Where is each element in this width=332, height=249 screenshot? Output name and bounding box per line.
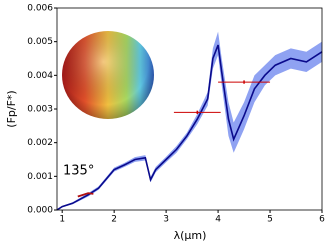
- plot-frame: [56, 7, 323, 211]
- angle-annotation: 135°: [63, 164, 94, 179]
- y-tick-label: 0.003: [27, 105, 53, 115]
- x-tick-label: 4: [215, 215, 221, 225]
- y-axis-label: (Fp/F*): [5, 90, 18, 127]
- y-tick-label: 0.006: [27, 4, 53, 14]
- y-tick-label: 0.000: [27, 206, 53, 216]
- highlight-line: [77, 192, 94, 198]
- planet-shading: [62, 31, 154, 119]
- x-tick-label: 6: [319, 215, 325, 225]
- x-tick-label: 3: [163, 215, 169, 225]
- y-tick-label: 0.002: [27, 138, 53, 148]
- x-tick-label: 1: [59, 215, 65, 225]
- x-tick-label: 5: [267, 215, 273, 225]
- y-tick-label: 0.004: [27, 71, 53, 81]
- y-tick-label: 0.001: [27, 172, 53, 182]
- x-tick-label: 2: [111, 215, 117, 225]
- y-tick-label: 0.005: [27, 37, 53, 47]
- x-axis-label: λ(μm): [174, 229, 207, 242]
